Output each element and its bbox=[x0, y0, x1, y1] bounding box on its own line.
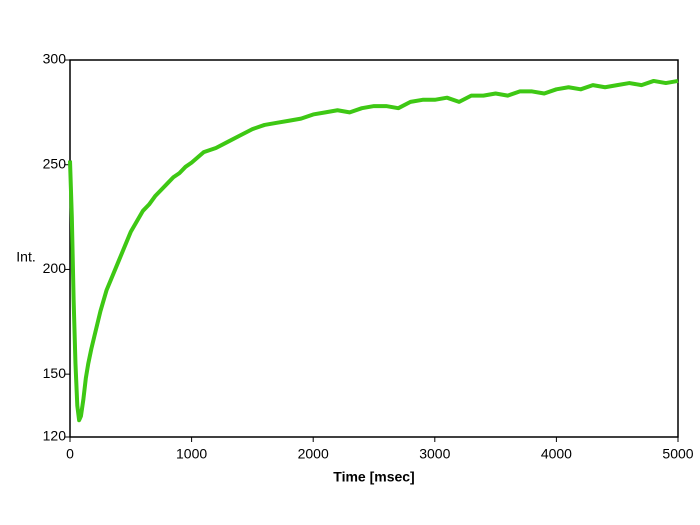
data-line bbox=[68, 78, 679, 423]
x-tick-label: 3000 bbox=[419, 446, 450, 462]
x-tick-label: 4000 bbox=[541, 446, 572, 462]
x-tick-label: 1000 bbox=[176, 446, 207, 462]
x-tick-label: 2000 bbox=[298, 446, 329, 462]
x-tick-label: 5000 bbox=[662, 446, 693, 462]
y-tick-label: 300 bbox=[43, 51, 67, 67]
y-tick-label: 150 bbox=[43, 365, 67, 381]
plot-frame bbox=[69, 59, 679, 438]
y-tick-label: 250 bbox=[43, 155, 67, 171]
y-axis-label: Int. bbox=[16, 249, 35, 265]
x-tick-label: 0 bbox=[66, 446, 74, 462]
y-tick-label: 200 bbox=[43, 260, 67, 276]
y-tick-label: 120 bbox=[43, 428, 67, 444]
x-axis-label: Time [msec] bbox=[333, 469, 414, 485]
